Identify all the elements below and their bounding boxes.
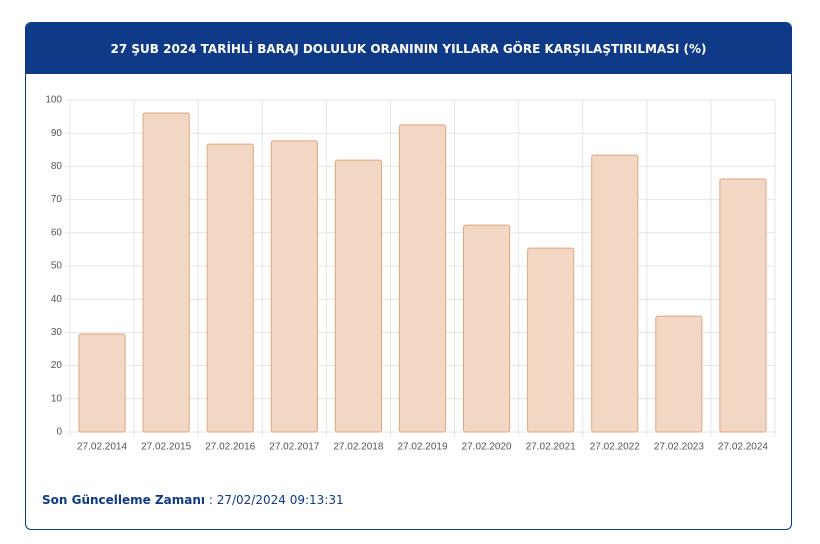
y-tick-label: 100 xyxy=(45,95,62,106)
x-tick-label: 27.02.2015 xyxy=(141,442,191,453)
bar xyxy=(527,247,575,433)
x-tick-label: 27.02.2018 xyxy=(333,442,383,453)
y-tick-label: 80 xyxy=(51,161,63,172)
y-tick-label: 20 xyxy=(51,360,63,371)
bar xyxy=(270,140,318,433)
x-tick-label: 27.02.2016 xyxy=(205,442,255,453)
bar xyxy=(206,143,254,433)
bar xyxy=(78,333,126,433)
x-tick-label: 27.02.2021 xyxy=(526,442,576,453)
x-tick-label: 27.02.2023 xyxy=(654,442,704,453)
chart-title: 27 ŞUB 2024 TARİHLİ BARAJ DOLULUK ORANIN… xyxy=(26,23,791,74)
footer-label: Son Güncelleme Zamanı xyxy=(42,493,206,507)
y-tick-label: 90 xyxy=(51,128,63,139)
y-tick-label: 70 xyxy=(51,194,63,205)
y-tick-label: 30 xyxy=(51,327,63,338)
bar xyxy=(463,224,511,433)
bar xyxy=(334,159,382,433)
y-tick-label: 50 xyxy=(51,261,63,272)
bar xyxy=(591,154,639,433)
bar xyxy=(655,315,703,433)
bar xyxy=(719,178,767,433)
bar xyxy=(398,124,447,433)
footer: Son Güncelleme Zamanı : 27/02/2024 09:13… xyxy=(42,493,344,507)
x-tick-label: 27.02.2022 xyxy=(590,442,640,453)
y-tick-label: 10 xyxy=(51,393,63,404)
x-tick-label: 27.02.2024 xyxy=(718,442,768,453)
card: 27 ŞUB 2024 TARİHLİ BARAJ DOLULUK ORANIN… xyxy=(25,22,792,530)
y-tick-label: 0 xyxy=(56,427,62,438)
x-tick-label: 27.02.2020 xyxy=(462,442,512,453)
x-tick-label: 27.02.2014 xyxy=(77,442,127,453)
y-tick-label: 40 xyxy=(51,294,63,305)
x-tick-label: 27.02.2019 xyxy=(397,442,447,453)
footer-value: : 27/02/2024 09:13:31 xyxy=(205,493,344,507)
x-tick-label: 27.02.2017 xyxy=(269,442,319,453)
y-tick-label: 60 xyxy=(51,227,63,238)
bar xyxy=(142,112,190,433)
